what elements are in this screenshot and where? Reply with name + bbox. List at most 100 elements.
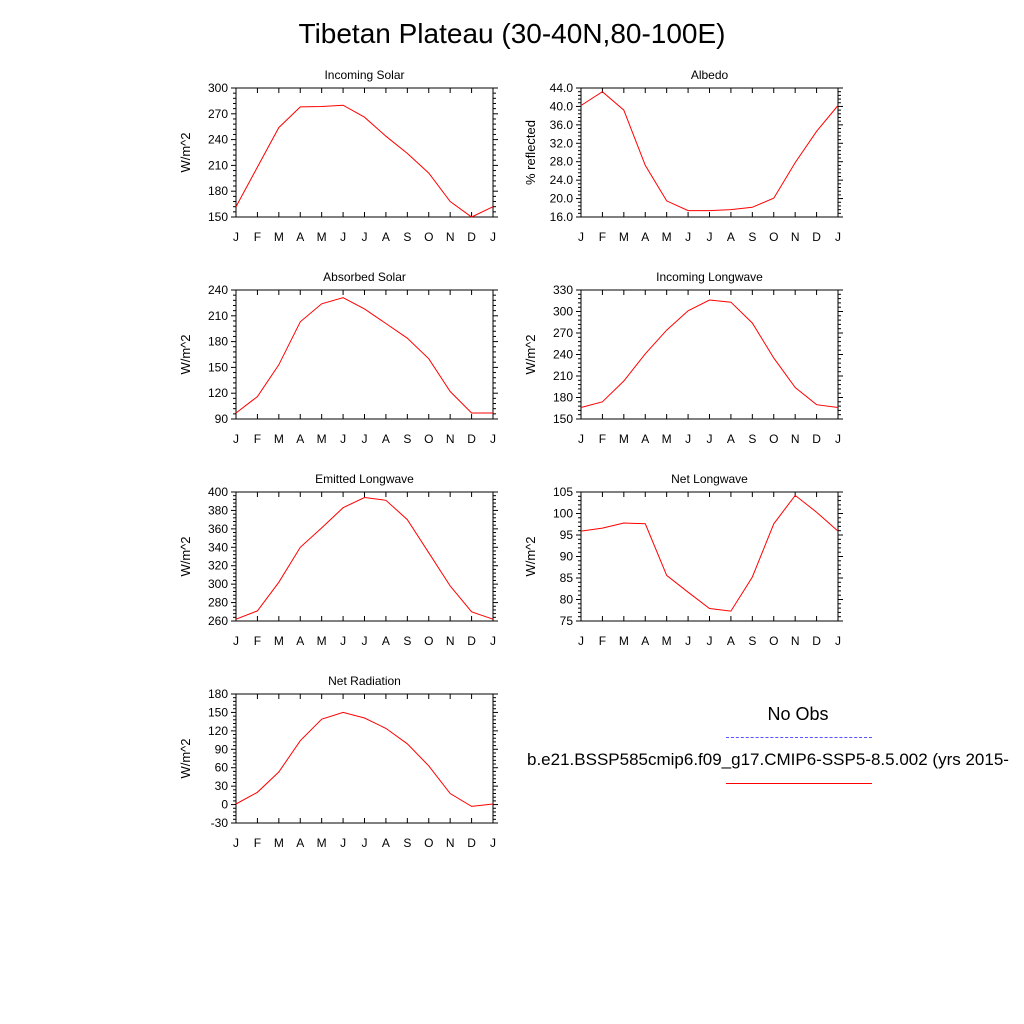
x-tick-label: O [424, 432, 433, 446]
x-tick-label: F [599, 634, 606, 648]
y-tick-label: 20.0 [550, 192, 574, 206]
y-tick-label: 210 [208, 309, 228, 323]
x-tick-label: F [254, 634, 261, 648]
x-tick-label: F [599, 432, 606, 446]
x-tick-label: J [233, 634, 239, 648]
x-tick-label: O [424, 836, 433, 850]
x-tick-label: J [707, 432, 713, 446]
y-tick-label: 100 [553, 507, 573, 521]
x-tick-label: A [296, 634, 304, 648]
x-tick-label: S [403, 432, 411, 446]
legend-obs-line [726, 737, 872, 738]
x-tick-label: M [274, 230, 284, 244]
x-tick-label: J [835, 230, 841, 244]
x-tick-label: S [748, 230, 756, 244]
y-tick-label: 180 [208, 335, 228, 349]
x-tick-label: J [707, 230, 713, 244]
y-tick-label: 300 [553, 305, 573, 319]
x-tick-label: D [467, 230, 476, 244]
series-line [580, 299, 839, 408]
y-tick-label: 95 [560, 528, 574, 542]
x-tick-label: A [296, 230, 304, 244]
series-line [235, 297, 493, 414]
legend-obs-label: No Obs [767, 704, 829, 724]
y-tick-label: 180 [553, 391, 573, 405]
x-tick-label: F [599, 230, 606, 244]
y-tick-label: 260 [208, 614, 228, 628]
y-tick-label: 150 [208, 360, 228, 374]
panel-title: Incoming Longwave [656, 270, 763, 284]
x-tick-label: A [296, 432, 304, 446]
plot-frame [235, 87, 494, 218]
x-tick-label: F [254, 432, 261, 446]
y-tick-label: 24.0 [550, 173, 574, 187]
y-tick-label: 340 [208, 540, 228, 554]
x-tick-label: D [467, 634, 476, 648]
y-tick-label: 90 [215, 412, 229, 426]
x-tick-label: A [382, 230, 390, 244]
x-tick-label: D [812, 230, 821, 244]
y-tick-label: 75 [560, 614, 574, 628]
series-line [235, 104, 494, 218]
plot-frame [235, 491, 494, 622]
x-tick-label: N [446, 634, 455, 648]
y-tick-label: 28.0 [550, 155, 574, 169]
y-tick-label: 210 [553, 369, 573, 383]
y-tick-label: 32.0 [550, 136, 574, 150]
x-tick-label: J [233, 836, 239, 850]
y-tick-label: 400 [208, 485, 228, 499]
x-tick-label: A [727, 432, 735, 446]
y-tick-label: 60 [215, 761, 229, 775]
x-tick-label: J [340, 836, 346, 850]
series-line [580, 494, 839, 612]
x-tick-label: J [362, 634, 368, 648]
y-tick-label: 270 [553, 326, 573, 340]
x-tick-label: J [490, 230, 496, 244]
y-tick-label: -30 [211, 816, 229, 830]
y-tick-label: 270 [208, 107, 228, 121]
panel-title: Net Longwave [671, 472, 748, 486]
x-tick-label: J [578, 230, 584, 244]
x-tick-label: J [685, 432, 691, 446]
x-tick-label: J [490, 836, 496, 850]
x-tick-label: A [382, 634, 390, 648]
y-tick-label: 300 [208, 81, 228, 95]
y-tick-label: 36.0 [550, 118, 574, 132]
x-tick-label: A [641, 432, 649, 446]
y-axis-label: W/m^2 [523, 334, 538, 374]
x-tick-label: O [424, 230, 433, 244]
x-tick-label: A [382, 836, 390, 850]
y-tick-label: 300 [208, 577, 228, 591]
plot-frame [580, 491, 839, 622]
x-tick-label: J [233, 230, 239, 244]
x-tick-label: D [467, 836, 476, 850]
y-tick-label: 16.0 [550, 210, 574, 224]
x-tick-label: J [835, 432, 841, 446]
x-tick-label: N [791, 230, 800, 244]
series-line [235, 711, 494, 807]
x-tick-label: A [727, 230, 735, 244]
y-tick-label: 360 [208, 522, 228, 536]
x-tick-label: J [490, 634, 496, 648]
x-tick-label: J [362, 432, 368, 446]
y-tick-label: 380 [208, 503, 228, 517]
x-tick-label: F [254, 836, 261, 850]
x-tick-label: S [403, 634, 411, 648]
x-tick-label: J [233, 432, 239, 446]
x-tick-label: S [403, 836, 411, 850]
y-tick-label: 150 [208, 210, 228, 224]
panel-title: Absorbed Solar [323, 270, 406, 284]
x-tick-label: S [748, 634, 756, 648]
plot-frame [235, 693, 494, 824]
x-tick-label: J [835, 634, 841, 648]
legend-model-line [726, 783, 872, 784]
panel-title: Albedo [691, 68, 729, 82]
y-tick-label: 240 [208, 133, 228, 147]
x-tick-label: J [707, 634, 713, 648]
y-axis-label: W/m^2 [178, 536, 193, 576]
x-tick-label: O [769, 432, 778, 446]
legend: No Obs b.e21.BSSP585cmip6.f09_g17.CMIP6-… [520, 704, 1024, 794]
